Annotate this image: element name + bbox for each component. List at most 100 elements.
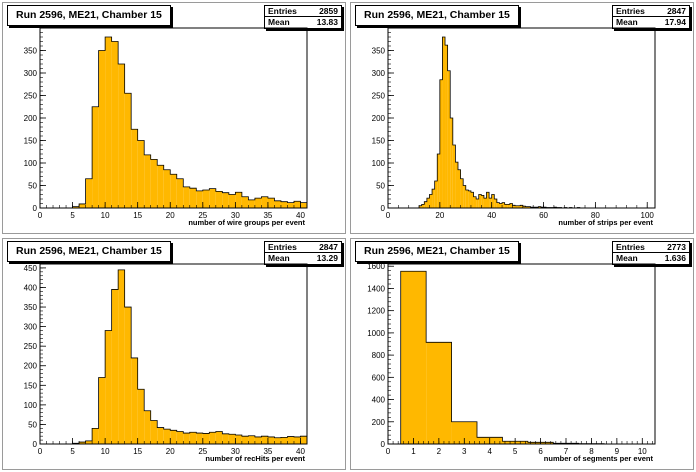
y-tick-label: 50 <box>376 182 385 191</box>
histogram-bar <box>170 174 177 208</box>
mean-label: Mean <box>268 253 290 263</box>
histogram-bar <box>79 203 86 208</box>
x-tick-label: 25 <box>198 447 207 456</box>
y-tick-label: 100 <box>24 401 38 410</box>
histogram-bar <box>196 433 203 444</box>
x-tick-label: 5 <box>70 447 75 456</box>
histogram-bar <box>512 205 516 208</box>
mean-value: 17.94 <box>664 17 686 27</box>
histogram-bar <box>163 429 171 444</box>
histogram-bar <box>150 420 158 444</box>
x-tick-label: 0 <box>386 447 391 456</box>
histogram-bar <box>450 118 453 208</box>
histogram-bar <box>494 199 497 208</box>
mean-value: 1.636 <box>664 253 686 263</box>
x-tick-label: 3 <box>462 447 467 456</box>
histogram-bar <box>476 199 479 208</box>
histogram-plot: 0 20 40 60 80 100 0 50 100 150 200 250 300 350 <box>372 27 656 220</box>
y-tick-label: 0 <box>33 440 38 449</box>
histogram-bar <box>267 198 275 208</box>
x-axis-title: number of wire groups per event <box>188 218 305 227</box>
histogram-bar <box>468 190 471 208</box>
x-tick-label: 35 <box>263 447 272 456</box>
histogram-bar <box>222 192 229 208</box>
x-tick-label: 10 <box>101 447 110 456</box>
entries-label: Entries <box>268 242 297 252</box>
histogram-bar <box>274 437 281 444</box>
histogram-bar <box>525 206 528 208</box>
histogram-bar <box>261 436 268 444</box>
histogram-bar <box>515 205 518 208</box>
histogram-bar <box>241 196 249 208</box>
histogram-bar <box>248 199 255 208</box>
histogram-bar <box>189 432 197 444</box>
entries-value: 2847 <box>667 6 686 16</box>
histogram-bar <box>442 37 446 208</box>
entries-label: Entries <box>616 242 645 252</box>
mean-label: Mean <box>616 17 638 27</box>
y-tick-label: 350 <box>24 303 38 312</box>
y-tick-label: 350 <box>24 47 38 56</box>
histogram-pad-strips: Run 2596, ME21, Chamber 15 Entries 2847 M… <box>350 2 694 234</box>
histogram-bar <box>481 195 484 208</box>
histogram-bar <box>144 154 151 208</box>
y-tick-label: 50 <box>28 420 37 429</box>
y-tick-label: 1600 <box>367 262 385 271</box>
histogram-pad-rechits: Run 2596, ME21, Chamber 15 Entries 2847 M… <box>2 238 346 470</box>
plot-title: Run 2596, ME21, Chamber 15 <box>355 241 519 262</box>
x-tick-label: 9 <box>615 447 620 456</box>
y-tick-label: 400 <box>372 396 386 405</box>
histogram-bar <box>92 106 99 208</box>
histogram-bar <box>235 435 242 444</box>
histogram-bar <box>447 70 451 208</box>
plot-frame <box>387 263 656 445</box>
histogram-bar <box>79 442 86 444</box>
x-tick-label: 10 <box>638 447 647 456</box>
histogram-bar <box>215 431 223 444</box>
x-tick-label: 25 <box>198 211 207 220</box>
mean-value: 13.29 <box>316 253 338 263</box>
x-tick-label: 7 <box>564 447 569 456</box>
plot-title: Run 2596, ME21, Chamber 15 <box>7 241 171 262</box>
y-tick-label: 800 <box>372 351 386 360</box>
y-tick-label: 600 <box>372 373 386 382</box>
x-tick-label: 40 <box>296 211 305 220</box>
y-tick-label: 200 <box>372 418 386 427</box>
histogram-bar <box>222 433 229 444</box>
histogram-bar <box>157 427 164 444</box>
histogram-pad-segments: Run 2596, ME21, Chamber 15 Entries 2773 M… <box>350 238 694 470</box>
histogram-bar <box>111 289 119 444</box>
histogram-bar <box>432 189 435 208</box>
histogram-plot: 0 1 2 3 4 5 6 7 8 9 10 0 200 400 600 800 1000 1200 1400 160… <box>367 262 656 456</box>
histogram-bar <box>451 421 477 444</box>
histogram-bar <box>293 436 301 444</box>
histogram-bar <box>287 202 294 208</box>
y-tick-label: 400 <box>24 283 38 292</box>
y-tick-label: 200 <box>24 114 38 123</box>
entries-label: Entries <box>268 6 297 16</box>
histogram-bar <box>520 205 523 208</box>
histogram-plot: 0 5 10 15 20 25 30 35 40 0 50 100 150 200 250 300 350 <box>24 27 308 220</box>
histogram-bar <box>300 202 307 208</box>
y-tick-label: 250 <box>24 342 38 351</box>
histogram-bar <box>144 410 151 444</box>
histogram-bar <box>157 165 164 208</box>
histogram-bar <box>504 204 508 208</box>
histogram-bar <box>507 204 510 208</box>
y-tick-label: 300 <box>24 69 38 78</box>
histogram-bar <box>228 194 236 208</box>
y-tick-label: 300 <box>24 323 38 332</box>
x-axis-title: number of strips per event <box>558 218 653 227</box>
plot-title: Run 2596, ME21, Chamber 15 <box>355 5 519 26</box>
x-axis-title: number of segments per event <box>543 454 653 463</box>
x-tick-label: 40 <box>296 447 305 456</box>
histogram-bar <box>527 206 531 208</box>
y-tick-label: 250 <box>24 92 38 101</box>
histogram-bar <box>176 431 184 444</box>
entries-value: 2773 <box>667 242 686 252</box>
histogram-outline <box>40 269 308 445</box>
histogram-bar <box>170 430 177 444</box>
histogram-bar <box>92 428 99 444</box>
y-tick-label: 200 <box>24 362 38 371</box>
histogram-bar <box>473 196 477 208</box>
